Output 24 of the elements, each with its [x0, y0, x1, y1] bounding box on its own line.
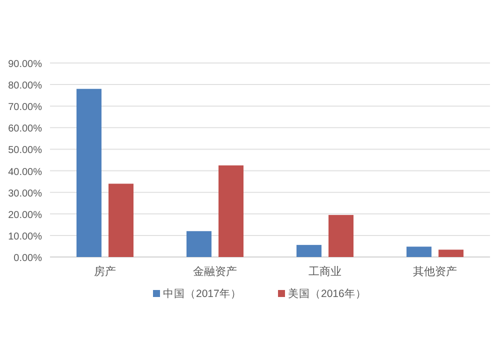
y-tick-label: 0.00%: [14, 253, 42, 264]
legend-label: 美国（2016年）: [288, 287, 366, 300]
bar: [296, 244, 322, 257]
bar: [76, 88, 102, 257]
bar: [108, 184, 134, 257]
y-tick-label: 90.00%: [8, 59, 42, 70]
x-tick-label: 其他资产: [413, 265, 457, 278]
bar: [406, 246, 432, 257]
y-tick-label: 20.00%: [8, 210, 42, 221]
y-tick-label: 60.00%: [8, 124, 42, 135]
y-tick-label: 40.00%: [8, 166, 42, 178]
y-tick-label: 50.00%: [8, 145, 42, 156]
y-tick-label: 70.00%: [8, 102, 42, 114]
y-tick-label: 10.00%: [8, 231, 42, 242]
bar: [218, 165, 244, 257]
y-tick-label: 80.00%: [8, 80, 42, 92]
x-tick-label: 工商业: [308, 265, 342, 278]
bar: [328, 214, 354, 257]
bar: [438, 250, 464, 257]
x-tick-label: 金融资产: [193, 265, 237, 278]
bar: [186, 231, 212, 257]
x-tick-label: 房产: [94, 265, 116, 278]
y-tick-label: 30.00%: [8, 188, 42, 200]
legend-label: 中国（2017年）: [163, 287, 242, 300]
